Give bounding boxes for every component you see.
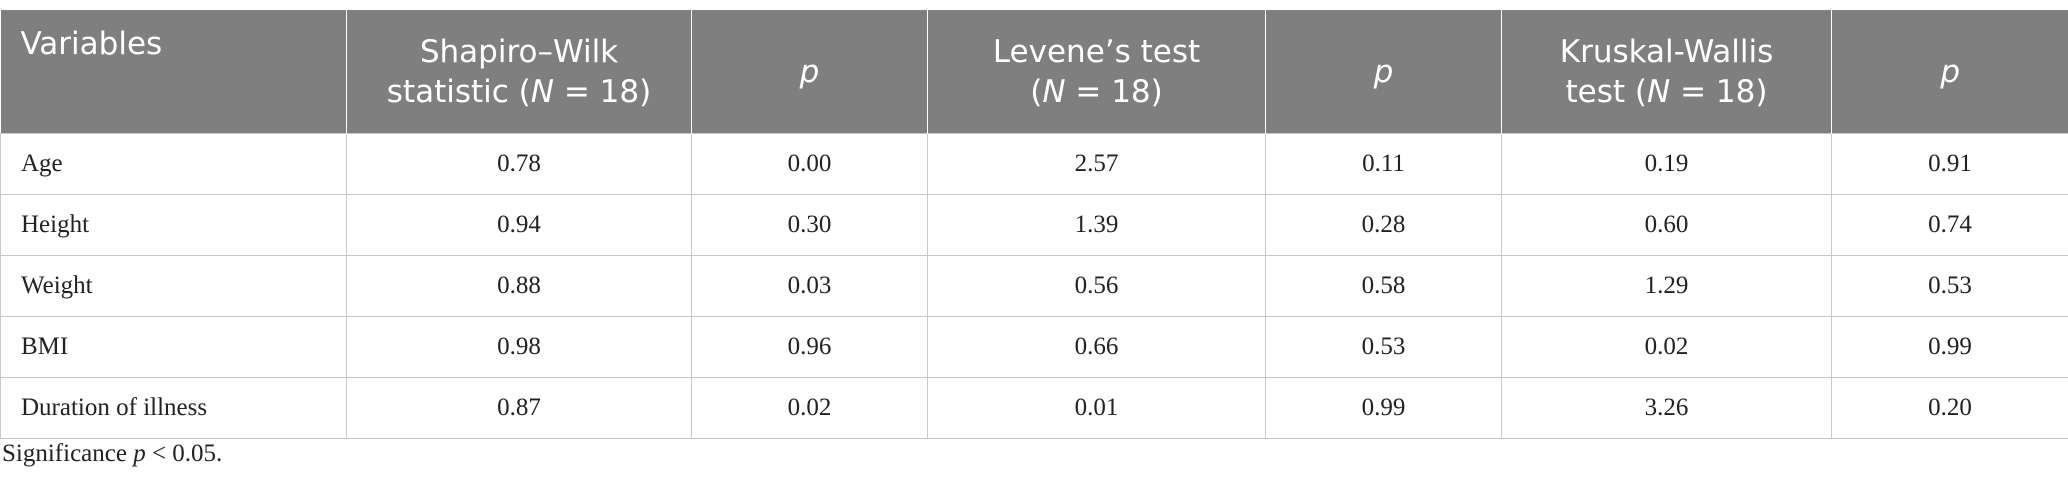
value-cell: 0.99: [1831, 316, 2068, 378]
table-row: BMI 0.98 0.96 0.66 0.53 0.02 0.99: [0, 316, 2068, 378]
variable-cell: Weight: [0, 255, 347, 317]
variable-cell: BMI: [0, 316, 347, 378]
italic-text: N: [1647, 73, 1671, 110]
value-cell: 0.98: [346, 316, 692, 378]
header-line: (N = 18): [938, 72, 1255, 112]
value-cell: 0.28: [1265, 194, 1502, 256]
header-line: Kruskal-Wallis: [1512, 32, 1821, 72]
text: = 18): [1670, 73, 1768, 110]
table-row: Height 0.94 0.30 1.39 0.28 0.60 0.74: [0, 194, 2068, 256]
italic-text: p: [799, 53, 820, 90]
header-cell: Kruskal-Wallis test (N = 18): [1501, 10, 1832, 134]
text: Variables: [20, 26, 163, 62]
stats-table: Variables Shapiro–Wilk statistic (N = 18) p…: [0, 10, 2068, 439]
value-cell: 0.20: [1831, 377, 2068, 439]
value-cell: 0.19: [1501, 133, 1832, 195]
value-cell: 0.94: [346, 194, 692, 256]
value-cell: 0.96: [691, 316, 928, 378]
header-line: p: [1842, 52, 2059, 92]
text: = 18): [1065, 73, 1163, 110]
value-cell: 0.91: [1831, 133, 2068, 195]
text: Kruskal-Wallis: [1559, 33, 1774, 70]
header-line: Shapiro–Wilk: [357, 32, 681, 72]
text: Levene’s test: [992, 33, 1201, 70]
value-cell: 2.57: [927, 133, 1266, 195]
variable-cell: Age: [0, 133, 347, 195]
variable-cell: Duration of illness: [0, 377, 347, 439]
value-cell: 0.03: [691, 255, 928, 317]
value-cell: 0.11: [1265, 133, 1502, 195]
value-cell: 0.58: [1265, 255, 1502, 317]
text: Significance: [2, 440, 134, 467]
header-line: p: [702, 52, 917, 92]
header-cell: Levene’s test (N = 18): [927, 10, 1266, 134]
header-line: Variables: [21, 24, 337, 64]
footnote: Significance p < 0.05.: [2, 440, 222, 468]
value-cell: 0.01: [927, 377, 1266, 439]
value-cell: 0.60: [1501, 194, 1832, 256]
value-cell: 0.56: [927, 255, 1266, 317]
header-cell: p: [1265, 10, 1502, 134]
header-line: Levene’s test: [938, 32, 1255, 72]
header-cell: Shapiro–Wilk statistic (N = 18): [346, 10, 692, 134]
header-line: statistic (N = 18): [357, 72, 681, 112]
text: < 0.05.: [145, 440, 223, 467]
variable-cell: Height: [0, 194, 347, 256]
value-cell: 0.78: [346, 133, 692, 195]
header-line: test (N = 18): [1512, 72, 1821, 112]
header-cell: p: [1831, 10, 2068, 134]
value-cell: 0.87: [346, 377, 692, 439]
text: (: [1030, 73, 1043, 110]
table-body: Age 0.78 0.00 2.57 0.11 0.19 0.91 Height 0.94 0.3…: [0, 133, 2068, 439]
value-cell: 3.26: [1501, 377, 1832, 439]
italic-text: p: [133, 440, 146, 467]
header-line: p: [1276, 52, 1491, 92]
italic-text: p: [1373, 53, 1394, 90]
value-cell: 0.99: [1265, 377, 1502, 439]
value-cell: 0.00: [691, 133, 928, 195]
table-row: Age 0.78 0.00 2.57 0.11 0.19 0.91: [0, 133, 2068, 195]
text: statistic (: [386, 73, 531, 110]
table-row: Weight 0.88 0.03 0.56 0.58 1.29 0.53: [0, 255, 2068, 317]
italic-text: p: [1940, 53, 1961, 90]
value-cell: 0.02: [691, 377, 928, 439]
value-cell: 1.29: [1501, 255, 1832, 317]
text: = 18): [553, 73, 652, 110]
italic-text: N: [530, 73, 554, 110]
value-cell: 0.53: [1265, 316, 1502, 378]
value-cell: 0.53: [1831, 255, 2068, 317]
header-cell: p: [691, 10, 928, 134]
header-row: Variables Shapiro–Wilk statistic (N = 18) p…: [0, 10, 2068, 134]
value-cell: 0.66: [927, 316, 1266, 378]
value-cell: 0.02: [1501, 316, 1832, 378]
value-cell: 0.88: [346, 255, 692, 317]
text: Shapiro–Wilk: [419, 33, 619, 70]
value-cell: 0.74: [1831, 194, 2068, 256]
table-row: Duration of illness 0.87 0.02 0.01 0.99 3.26 0…: [0, 377, 2068, 439]
italic-text: N: [1042, 73, 1066, 110]
header-cell: Variables: [0, 10, 347, 134]
value-cell: 1.39: [927, 194, 1266, 256]
value-cell: 0.30: [691, 194, 928, 256]
text: test (: [1565, 73, 1648, 110]
